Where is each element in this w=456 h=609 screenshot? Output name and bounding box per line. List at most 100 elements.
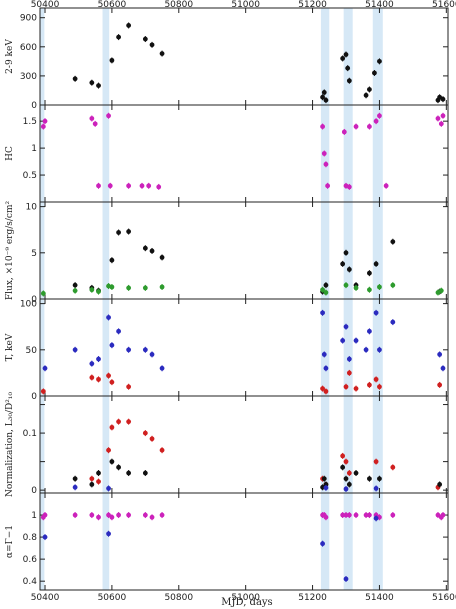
- data-point: [321, 89, 327, 95]
- data-point: [353, 285, 359, 291]
- data-point: [440, 96, 446, 102]
- x-axis: 5040050600508005100051200514005160050400…: [31, 0, 456, 603]
- series-blue: [42, 515, 379, 582]
- series-magenta: [40, 112, 446, 190]
- x-tick-label: 51000: [231, 593, 260, 603]
- x-tick-label: 50800: [164, 0, 193, 10]
- data-point: [440, 365, 446, 371]
- data-point: [323, 388, 329, 394]
- data-point: [373, 459, 379, 465]
- data-point: [126, 419, 132, 425]
- data-point: [390, 319, 396, 325]
- data-point: [72, 512, 78, 518]
- data-point: [340, 464, 346, 470]
- y-tick-label: 5: [31, 249, 37, 259]
- data-point: [341, 129, 347, 135]
- series-black: [72, 22, 446, 104]
- data-point: [323, 161, 329, 167]
- data-point: [109, 57, 115, 63]
- data-point: [142, 285, 148, 291]
- data-point: [343, 576, 349, 582]
- data-point: [40, 388, 46, 394]
- data-point: [325, 183, 331, 189]
- data-point: [437, 382, 443, 388]
- data-point: [89, 482, 95, 487]
- data-point: [106, 113, 111, 119]
- data-point: [321, 151, 327, 156]
- data-point: [345, 65, 351, 71]
- y-tick-label: 900: [20, 14, 37, 24]
- series-blue: [42, 309, 446, 372]
- y-tick-label: 1: [31, 511, 37, 521]
- data-point: [353, 470, 359, 476]
- data-point: [149, 514, 155, 520]
- data-point: [126, 347, 132, 353]
- data-point: [390, 464, 396, 470]
- data-point: [435, 116, 441, 121]
- data-point: [367, 328, 372, 334]
- data-point: [346, 470, 352, 476]
- panel-5: 0 0.1 Normalization, L₃₀/D²₁₀: [5, 392, 449, 497]
- data-point: [159, 447, 165, 453]
- data-point: [106, 447, 111, 453]
- data-point: [126, 285, 132, 291]
- panel-frame: [39, 492, 449, 591]
- y-tick-label: 0.8: [23, 533, 38, 543]
- data-point: [343, 512, 349, 518]
- data-point: [340, 338, 346, 343]
- data-point: [440, 512, 446, 518]
- data-point: [42, 365, 48, 371]
- data-point: [353, 338, 359, 343]
- data-point: [367, 124, 372, 129]
- data-point: [390, 282, 396, 288]
- data-point: [96, 376, 101, 382]
- data-point: [373, 310, 379, 316]
- data-point: [159, 51, 165, 56]
- data-point: [96, 289, 101, 295]
- data-point: [126, 183, 132, 189]
- panel-4: 0 50 100 T, keV: [5, 298, 449, 402]
- y-tick-label: 1.5: [23, 117, 37, 127]
- data-point: [320, 541, 325, 547]
- data-point: [142, 430, 148, 436]
- data-point: [363, 92, 369, 98]
- y-tick-label: 50: [26, 346, 38, 356]
- data-point: [96, 514, 101, 520]
- data-point: [116, 328, 121, 334]
- y-tick-label: 0.5: [23, 171, 37, 181]
- x-tick-label: 50600: [98, 0, 127, 10]
- data-point: [149, 436, 155, 442]
- data-point: [72, 282, 78, 288]
- data-point: [116, 512, 121, 518]
- data-point: [106, 486, 111, 491]
- panel-frame: [39, 201, 449, 300]
- data-point: [109, 284, 115, 290]
- data-point: [377, 58, 382, 64]
- data-point: [367, 287, 372, 293]
- data-point: [149, 42, 155, 48]
- data-point: [343, 459, 349, 465]
- x-axis-label: MJD, days: [221, 597, 272, 608]
- y-axis-label: HC: [5, 146, 15, 161]
- data-point: [72, 347, 78, 353]
- panel-1: 0 300 600 900 2-9 keV: [5, 7, 449, 111]
- data-point: [72, 484, 78, 490]
- data-point: [340, 453, 346, 459]
- data-point: [377, 476, 382, 482]
- data-point: [373, 376, 379, 382]
- data-point: [142, 347, 148, 353]
- data-point: [343, 476, 349, 482]
- data-point: [353, 386, 359, 392]
- data-point: [323, 485, 329, 491]
- y-tick-label: 0.1: [23, 429, 37, 439]
- data-point: [89, 80, 95, 86]
- data-point: [377, 347, 382, 353]
- data-point: [109, 342, 115, 348]
- series-red: [89, 418, 441, 491]
- data-point: [89, 116, 95, 121]
- data-point: [142, 36, 148, 42]
- data-point: [109, 514, 115, 520]
- data-point: [323, 365, 329, 371]
- x-tick-label: 51200: [298, 593, 327, 603]
